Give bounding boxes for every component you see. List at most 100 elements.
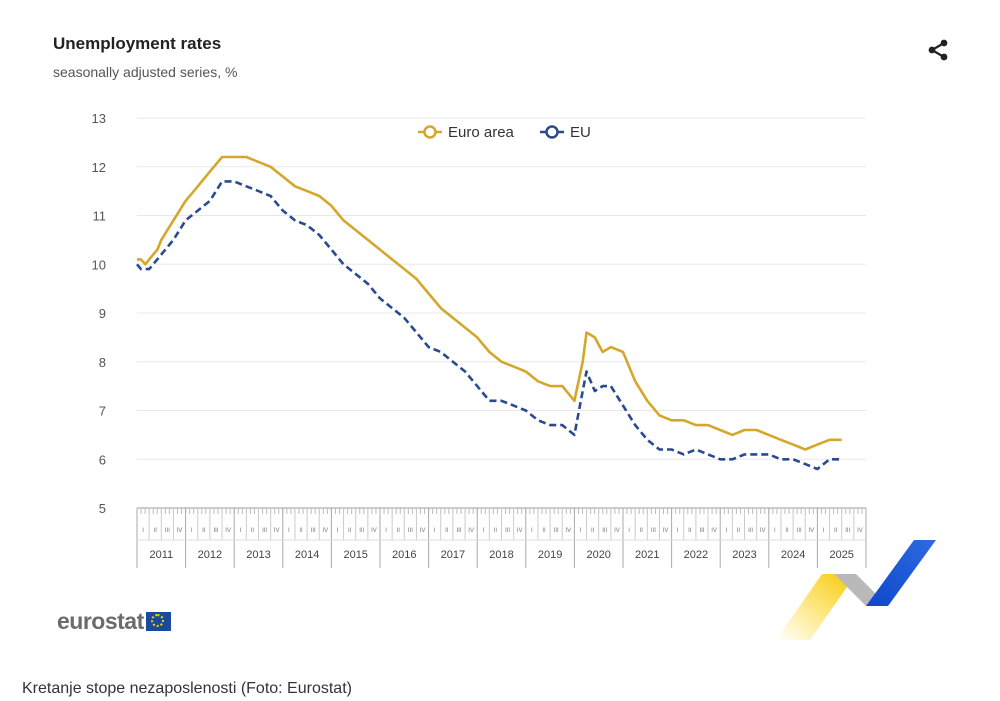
legend-item-eu[interactable]: EU <box>540 124 591 141</box>
quarter-label: I <box>774 528 776 534</box>
series-line-euro-area <box>137 155 842 451</box>
logo-text: eurostat <box>57 608 144 634</box>
year-label-2024: 2024 <box>781 549 805 561</box>
quarter-label: III <box>505 528 510 534</box>
quarter-label: II <box>348 528 352 534</box>
quarter-label: IV <box>468 528 474 534</box>
quarter-label: IV <box>274 528 280 534</box>
image-caption: Kretanje stope nezaposlenosti (Foto: Eur… <box>22 680 352 697</box>
series-line-eu <box>135 180 842 471</box>
year-label-2018: 2018 <box>489 549 513 561</box>
year-label-2022: 2022 <box>684 549 708 561</box>
year-label-2021: 2021 <box>635 549 659 561</box>
quarter-label: II <box>640 528 644 534</box>
quarter-label: III <box>554 528 559 534</box>
quarter-label: III <box>748 528 753 534</box>
year-label-2014: 2014 <box>295 549 319 561</box>
y-tick-label-5: 5 <box>99 501 106 516</box>
quarter-label: III <box>165 528 170 534</box>
y-tick-label-7: 7 <box>99 404 106 419</box>
quarter-label: III <box>797 528 802 534</box>
quarter-label: IV <box>225 528 231 534</box>
series-lines <box>135 155 842 471</box>
year-label-2017: 2017 <box>441 549 465 561</box>
quarter-label: III <box>651 528 656 534</box>
year-label-2013: 2013 <box>246 549 270 561</box>
quarter-label: IV <box>322 528 328 534</box>
quarter-label: I <box>482 528 484 534</box>
quarter-label: IV <box>857 528 863 534</box>
quarter-label: IV <box>177 528 183 534</box>
quarter-label: III <box>602 528 607 534</box>
quarter-label: IV <box>420 528 426 534</box>
quarter-label: IV <box>517 528 523 534</box>
quarter-label: I <box>677 528 679 534</box>
quarter-label: II <box>834 528 838 534</box>
quarter-label: IV <box>565 528 571 534</box>
y-tick-label-13: 13 <box>92 111 106 126</box>
quarter-label: IV <box>663 528 669 534</box>
quarter-label: IV <box>760 528 766 534</box>
quarter-label: II <box>591 528 595 534</box>
quarter-label: I <box>191 528 193 534</box>
legend-label: Euro area <box>448 124 515 141</box>
y-tick-label-11: 11 <box>93 209 107 224</box>
year-label-2025: 2025 <box>829 549 853 561</box>
quarter-label: I <box>580 528 582 534</box>
year-label-2012: 2012 <box>198 549 222 561</box>
y-tick-label-6: 6 <box>99 452 106 467</box>
eurostat-brand-graphic <box>776 540 936 640</box>
quarter-label: II <box>737 528 741 534</box>
legend-label: EU <box>570 124 591 141</box>
quarter-label: I <box>628 528 630 534</box>
quarter-label: III <box>699 528 704 534</box>
y-tick-label-9: 9 <box>99 306 106 321</box>
quarter-label: II <box>494 528 498 534</box>
quarter-label: II <box>688 528 692 534</box>
year-label-2016: 2016 <box>392 549 416 561</box>
quarter-label: IV <box>711 528 717 534</box>
quarter-label: II <box>202 528 206 534</box>
legend-item-euro-area[interactable]: Euro area <box>418 124 515 141</box>
grid-lines <box>137 117 866 460</box>
share-icon[interactable] <box>926 38 950 62</box>
quarter-label: IV <box>371 528 377 534</box>
year-label-2023: 2023 <box>732 549 756 561</box>
quarter-label: III <box>262 528 267 534</box>
quarter-label: III <box>213 528 218 534</box>
legend[interactable]: Euro area EU <box>418 124 591 141</box>
quarter-label: III <box>311 528 316 534</box>
quarter-label: II <box>445 528 449 534</box>
quarter-label: III <box>456 528 461 534</box>
eu-flag-icon <box>145 612 171 631</box>
year-label-2019: 2019 <box>538 549 562 561</box>
quarter-label: II <box>397 528 401 534</box>
quarter-label: II <box>299 528 303 534</box>
y-tick-label-12: 12 <box>92 160 106 175</box>
quarter-label: III <box>408 528 413 534</box>
quarter-label: II <box>542 528 546 534</box>
quarter-label: IV <box>614 528 620 534</box>
chart-subtitle: seasonally adjusted series, % <box>53 64 238 80</box>
quarter-label: II <box>785 528 789 534</box>
year-label-2011: 2011 <box>149 549 173 561</box>
legend-marker <box>545 125 559 139</box>
eurostat-logo: eurostat <box>57 608 171 635</box>
year-label-2020: 2020 <box>586 549 610 561</box>
quarter-label: IV <box>808 528 814 534</box>
chart-title: Unemployment rates <box>53 34 222 53</box>
quarter-label: I <box>531 528 533 534</box>
year-label-2015: 2015 <box>343 549 367 561</box>
quarter-label: I <box>337 528 339 534</box>
quarter-label: I <box>142 528 144 534</box>
quarter-label: III <box>845 528 850 534</box>
quarter-label: I <box>239 528 241 534</box>
quarter-label: I <box>725 528 727 534</box>
quarter-label: I <box>288 528 290 534</box>
quarter-label: I <box>434 528 436 534</box>
quarter-label: II <box>154 528 158 534</box>
legend-marker <box>423 125 437 139</box>
y-tick-label-8: 8 <box>99 355 106 370</box>
